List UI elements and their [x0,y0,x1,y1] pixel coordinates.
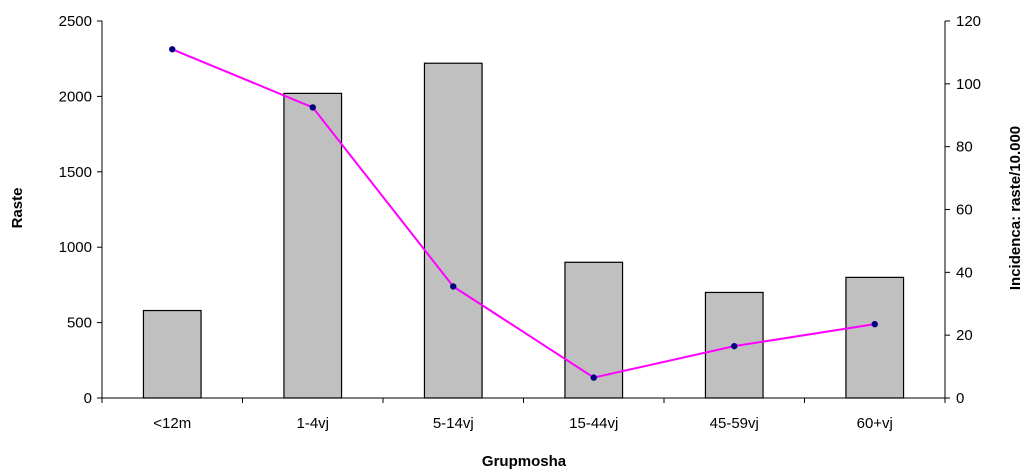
x-tick-label-4: 45-59vj [710,415,759,432]
y2-tick-label-5: 100 [956,76,981,93]
line-point-3 [590,374,597,381]
y-tick-label-5: 2500 [59,13,92,30]
x-tick-label-1: 1-4vj [296,415,329,432]
axes [97,20,950,403]
y2-tick-label-4: 80 [956,139,973,156]
bar-0 [142,309,202,399]
y-tick-label-0: 0 [84,390,92,407]
line-point-5 [871,320,878,328]
x-tick-label-2: 5-14vj [433,415,474,432]
y2-tick-label-1: 20 [956,327,973,344]
y2-tick-label-3: 60 [956,202,973,219]
x-tick-label-5: 60+vj [857,415,893,432]
x-tick-label-3: 15-44vj [569,415,618,432]
y-tick-label-2: 1000 [59,239,92,256]
x-tick-label-0: <12m [153,415,191,432]
tick-labels: 0 500 1000 1500 2000 2500 0 20 40 60 80 100 120 <12m 1… [59,13,981,432]
bar-series [142,62,905,399]
y2-tick-label-6: 120 [956,13,981,30]
y-axis-title: Raste [9,188,26,229]
y-tick-label-4: 2000 [59,88,92,105]
line-point-4 [731,342,738,350]
x-axis-title: Grupmosha [482,453,567,470]
y2-tick-label-0: 0 [956,390,964,407]
y-tick-label-1: 500 [67,315,92,332]
line-point-2 [450,283,457,290]
y-tick-label-3: 1500 [59,164,92,181]
bar-5 [845,276,905,399]
bar-2 [423,62,483,399]
y2-axis-title: Incidenca: raste/10.000 [1007,126,1024,290]
y2-tick-label-2: 40 [956,264,973,281]
line-point-0 [169,46,176,53]
line-series [169,46,878,381]
bar-1 [283,92,343,399]
incidence-line [171,48,875,379]
line-point-1 [309,104,316,111]
